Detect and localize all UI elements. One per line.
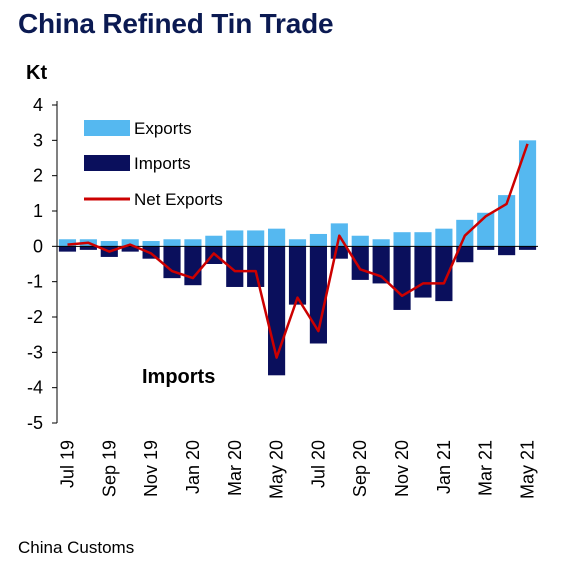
imports-bar <box>477 246 495 250</box>
y-tick-label: -4 <box>27 378 43 398</box>
imports-bar <box>498 246 516 256</box>
y-tick-label: 3 <box>33 130 43 150</box>
imports-bar <box>435 246 453 302</box>
legend-label: Imports <box>134 154 191 173</box>
y-tick-label: 4 <box>33 95 43 115</box>
chart-title: China Refined Tin Trade <box>18 8 334 39</box>
legend: Exports Imports Net Exports <box>84 119 223 209</box>
axes-layer: 4 3 2 1 0 -1 -2 -3 -4 -5 Jul 19 Sep 19 Nov 19 Jan 20 M… <box>27 95 538 499</box>
x-tick-label: Jul 20 <box>308 440 328 488</box>
x-tick-label: Nov 19 <box>141 440 161 497</box>
net-exports-line <box>67 143 529 359</box>
imports-bar <box>309 246 327 344</box>
exports-bar <box>288 239 307 247</box>
imports-bar <box>121 246 139 252</box>
x-tick-label: Nov 20 <box>392 440 412 497</box>
exports-bar <box>142 241 160 247</box>
annotations-layer: Imports <box>142 366 215 388</box>
imports-bar <box>518 246 537 250</box>
exports-bar <box>393 232 411 247</box>
imports-bar <box>330 246 348 259</box>
imports-bar <box>247 246 265 287</box>
imports-bar <box>184 246 202 286</box>
exports-bar <box>309 233 327 247</box>
y-tick-label: -5 <box>27 413 43 433</box>
x-tick-label: Mar 21 <box>476 440 496 496</box>
x-tick-label: Jan 20 <box>183 440 203 494</box>
legend-imports-swatch <box>84 155 130 171</box>
x-tick-label: Jan 21 <box>434 440 454 494</box>
exports-bar <box>372 239 390 247</box>
y-tick-label: 2 <box>33 166 43 186</box>
imports-bar <box>79 246 97 250</box>
imports-bar <box>351 246 369 280</box>
imports-bar <box>163 246 181 279</box>
y-axis-unit-label: Kt <box>26 62 48 84</box>
exports-bar <box>226 230 244 247</box>
x-tick-label: May 20 <box>267 440 287 499</box>
x-tick-label: May 21 <box>518 440 538 499</box>
imports-bar <box>393 246 411 310</box>
legend-exports-swatch <box>84 120 130 136</box>
exports-bar <box>268 228 286 247</box>
exports-bar <box>435 228 453 247</box>
imports-bar <box>226 246 244 287</box>
net-exports-line-layer <box>67 143 529 359</box>
exports-bar <box>351 235 369 247</box>
exports-bar <box>184 239 202 247</box>
exports-bar <box>518 140 537 247</box>
exports-bar <box>121 239 139 247</box>
y-tick-label: -1 <box>27 272 43 292</box>
exports-bar <box>163 239 181 247</box>
exports-bar <box>205 235 223 247</box>
y-tick-label: -2 <box>27 307 43 327</box>
exports-bar <box>58 239 77 247</box>
x-tick-label: Mar 20 <box>225 440 245 496</box>
imports-annotation: Imports <box>142 366 215 388</box>
exports-bar <box>247 230 265 247</box>
x-tick-label: Sep 19 <box>99 440 119 497</box>
imports-bar <box>288 246 307 305</box>
imports-bar <box>414 246 432 298</box>
source-note: China Customs <box>18 538 135 557</box>
y-tick-label: -3 <box>27 342 43 362</box>
x-tick-label: Jul 19 <box>57 440 77 488</box>
exports-bar <box>414 232 432 247</box>
exports-bar <box>456 219 474 247</box>
legend-label: Exports <box>134 119 192 138</box>
legend-label: Net Exports <box>134 190 223 209</box>
imports-bar <box>58 246 77 252</box>
exports-bar <box>100 241 118 247</box>
x-tick-label: Sep 20 <box>350 440 370 497</box>
y-tick-label: 1 <box>33 201 43 221</box>
bars-layer <box>58 140 537 376</box>
y-tick-label: 0 <box>33 236 43 256</box>
exports-bar <box>498 195 516 247</box>
imports-bar <box>456 246 474 263</box>
